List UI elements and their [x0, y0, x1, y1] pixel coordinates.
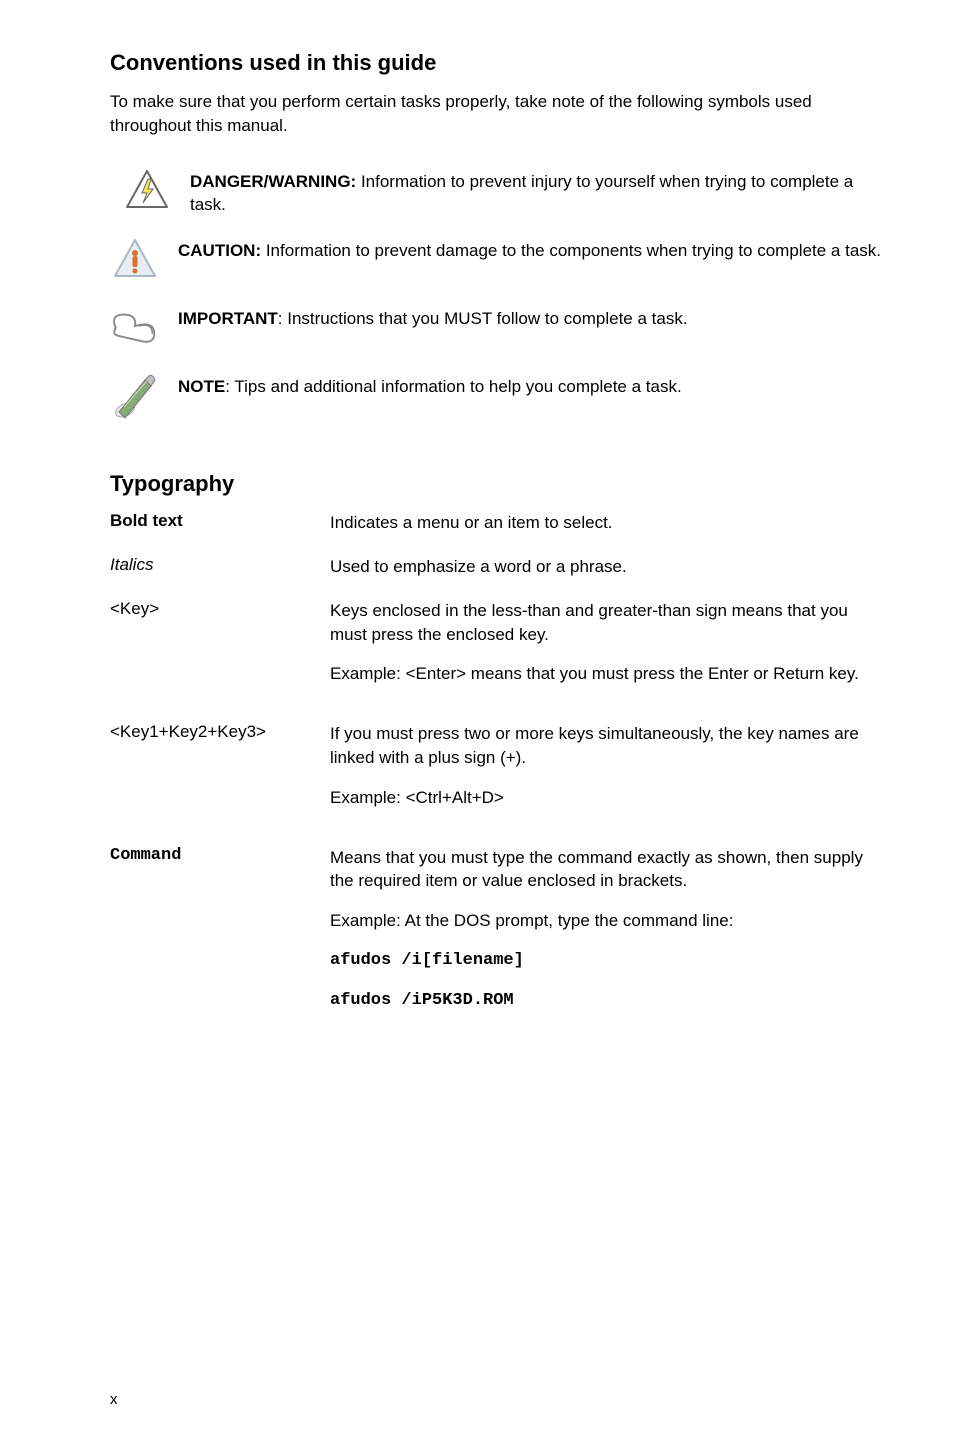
caution-icon: [110, 235, 160, 285]
typo-command-desc: Means that you must type the command exa…: [330, 846, 884, 1029]
typography-heading: Typography: [110, 471, 884, 497]
caution-row: CAUTION: Information to prevent damage t…: [110, 235, 884, 285]
typo-command-label: Command: [110, 846, 330, 865]
typo-key-label: <Key>: [110, 599, 330, 619]
important-rest: : Instructions that you MUST follow to c…: [278, 309, 688, 328]
conventions-intro: To make sure that you perform certain ta…: [110, 90, 884, 138]
important-row: IMPORTANT: Instructions that you MUST fo…: [110, 303, 884, 353]
lightning-icon: [122, 166, 172, 216]
typo-italics-row: Italics Used to emphasize a word or a ph…: [110, 555, 884, 579]
typo-multikey-label: <Key1+Key2+Key3>: [110, 722, 330, 742]
typo-multikey-row: <Key1+Key2+Key3> If you must press two o…: [110, 722, 884, 825]
important-icon: [110, 303, 160, 353]
typo-key-desc1: Keys enclosed in the less-than and great…: [330, 599, 884, 647]
conventions-heading: Conventions used in this guide: [110, 50, 884, 76]
typo-key-row: <Key> Keys enclosed in the less-than and…: [110, 599, 884, 702]
typo-italics-desc: Used to emphasize a word or a phrase.: [330, 555, 884, 579]
note-text: NOTE: Tips and additional information to…: [178, 371, 682, 399]
important-lead: IMPORTANT: [178, 309, 278, 328]
typo-key-desc2: Example: <Enter> means that you must pre…: [330, 662, 884, 686]
danger-text: DANGER/WARNING: Information to prevent i…: [190, 166, 884, 218]
important-text: IMPORTANT: Instructions that you MUST fo…: [178, 303, 688, 331]
typo-multikey-desc1: If you must press two or more keys simul…: [330, 722, 884, 770]
typo-key-desc: Keys enclosed in the less-than and great…: [330, 599, 884, 702]
page-number: x: [110, 1391, 118, 1408]
typo-command-cmd1: afudos /i[filename]: [330, 949, 884, 973]
typo-command-desc2: Example: At the DOS prompt, type the com…: [330, 909, 884, 933]
typo-command-row: Command Means that you must type the com…: [110, 846, 884, 1029]
note-row: NOTE: Tips and additional information to…: [110, 371, 884, 421]
typo-bold-label: Bold text: [110, 511, 330, 531]
typo-multikey-desc2: Example: <Ctrl+Alt+D>: [330, 786, 884, 810]
typo-command-desc1: Means that you must type the command exa…: [330, 846, 884, 894]
typo-italics-label: Italics: [110, 555, 330, 575]
typo-multikey-desc: If you must press two or more keys simul…: [330, 722, 884, 825]
typo-bold-desc: Indicates a menu or an item to select.: [330, 511, 884, 535]
caution-lead: CAUTION:: [178, 241, 261, 260]
danger-row: DANGER/WARNING: Information to prevent i…: [110, 166, 884, 218]
typo-command-cmd2: afudos /iP5K3D.ROM: [330, 989, 884, 1013]
typo-bold-row: Bold text Indicates a menu or an item to…: [110, 511, 884, 535]
caution-rest: Information to prevent damage to the com…: [261, 241, 881, 260]
caution-text: CAUTION: Information to prevent damage t…: [178, 235, 881, 263]
danger-lead: DANGER/WARNING:: [190, 172, 356, 191]
note-rest: : Tips and additional information to hel…: [225, 377, 681, 396]
note-lead: NOTE: [178, 377, 225, 396]
note-icon: [110, 371, 160, 421]
